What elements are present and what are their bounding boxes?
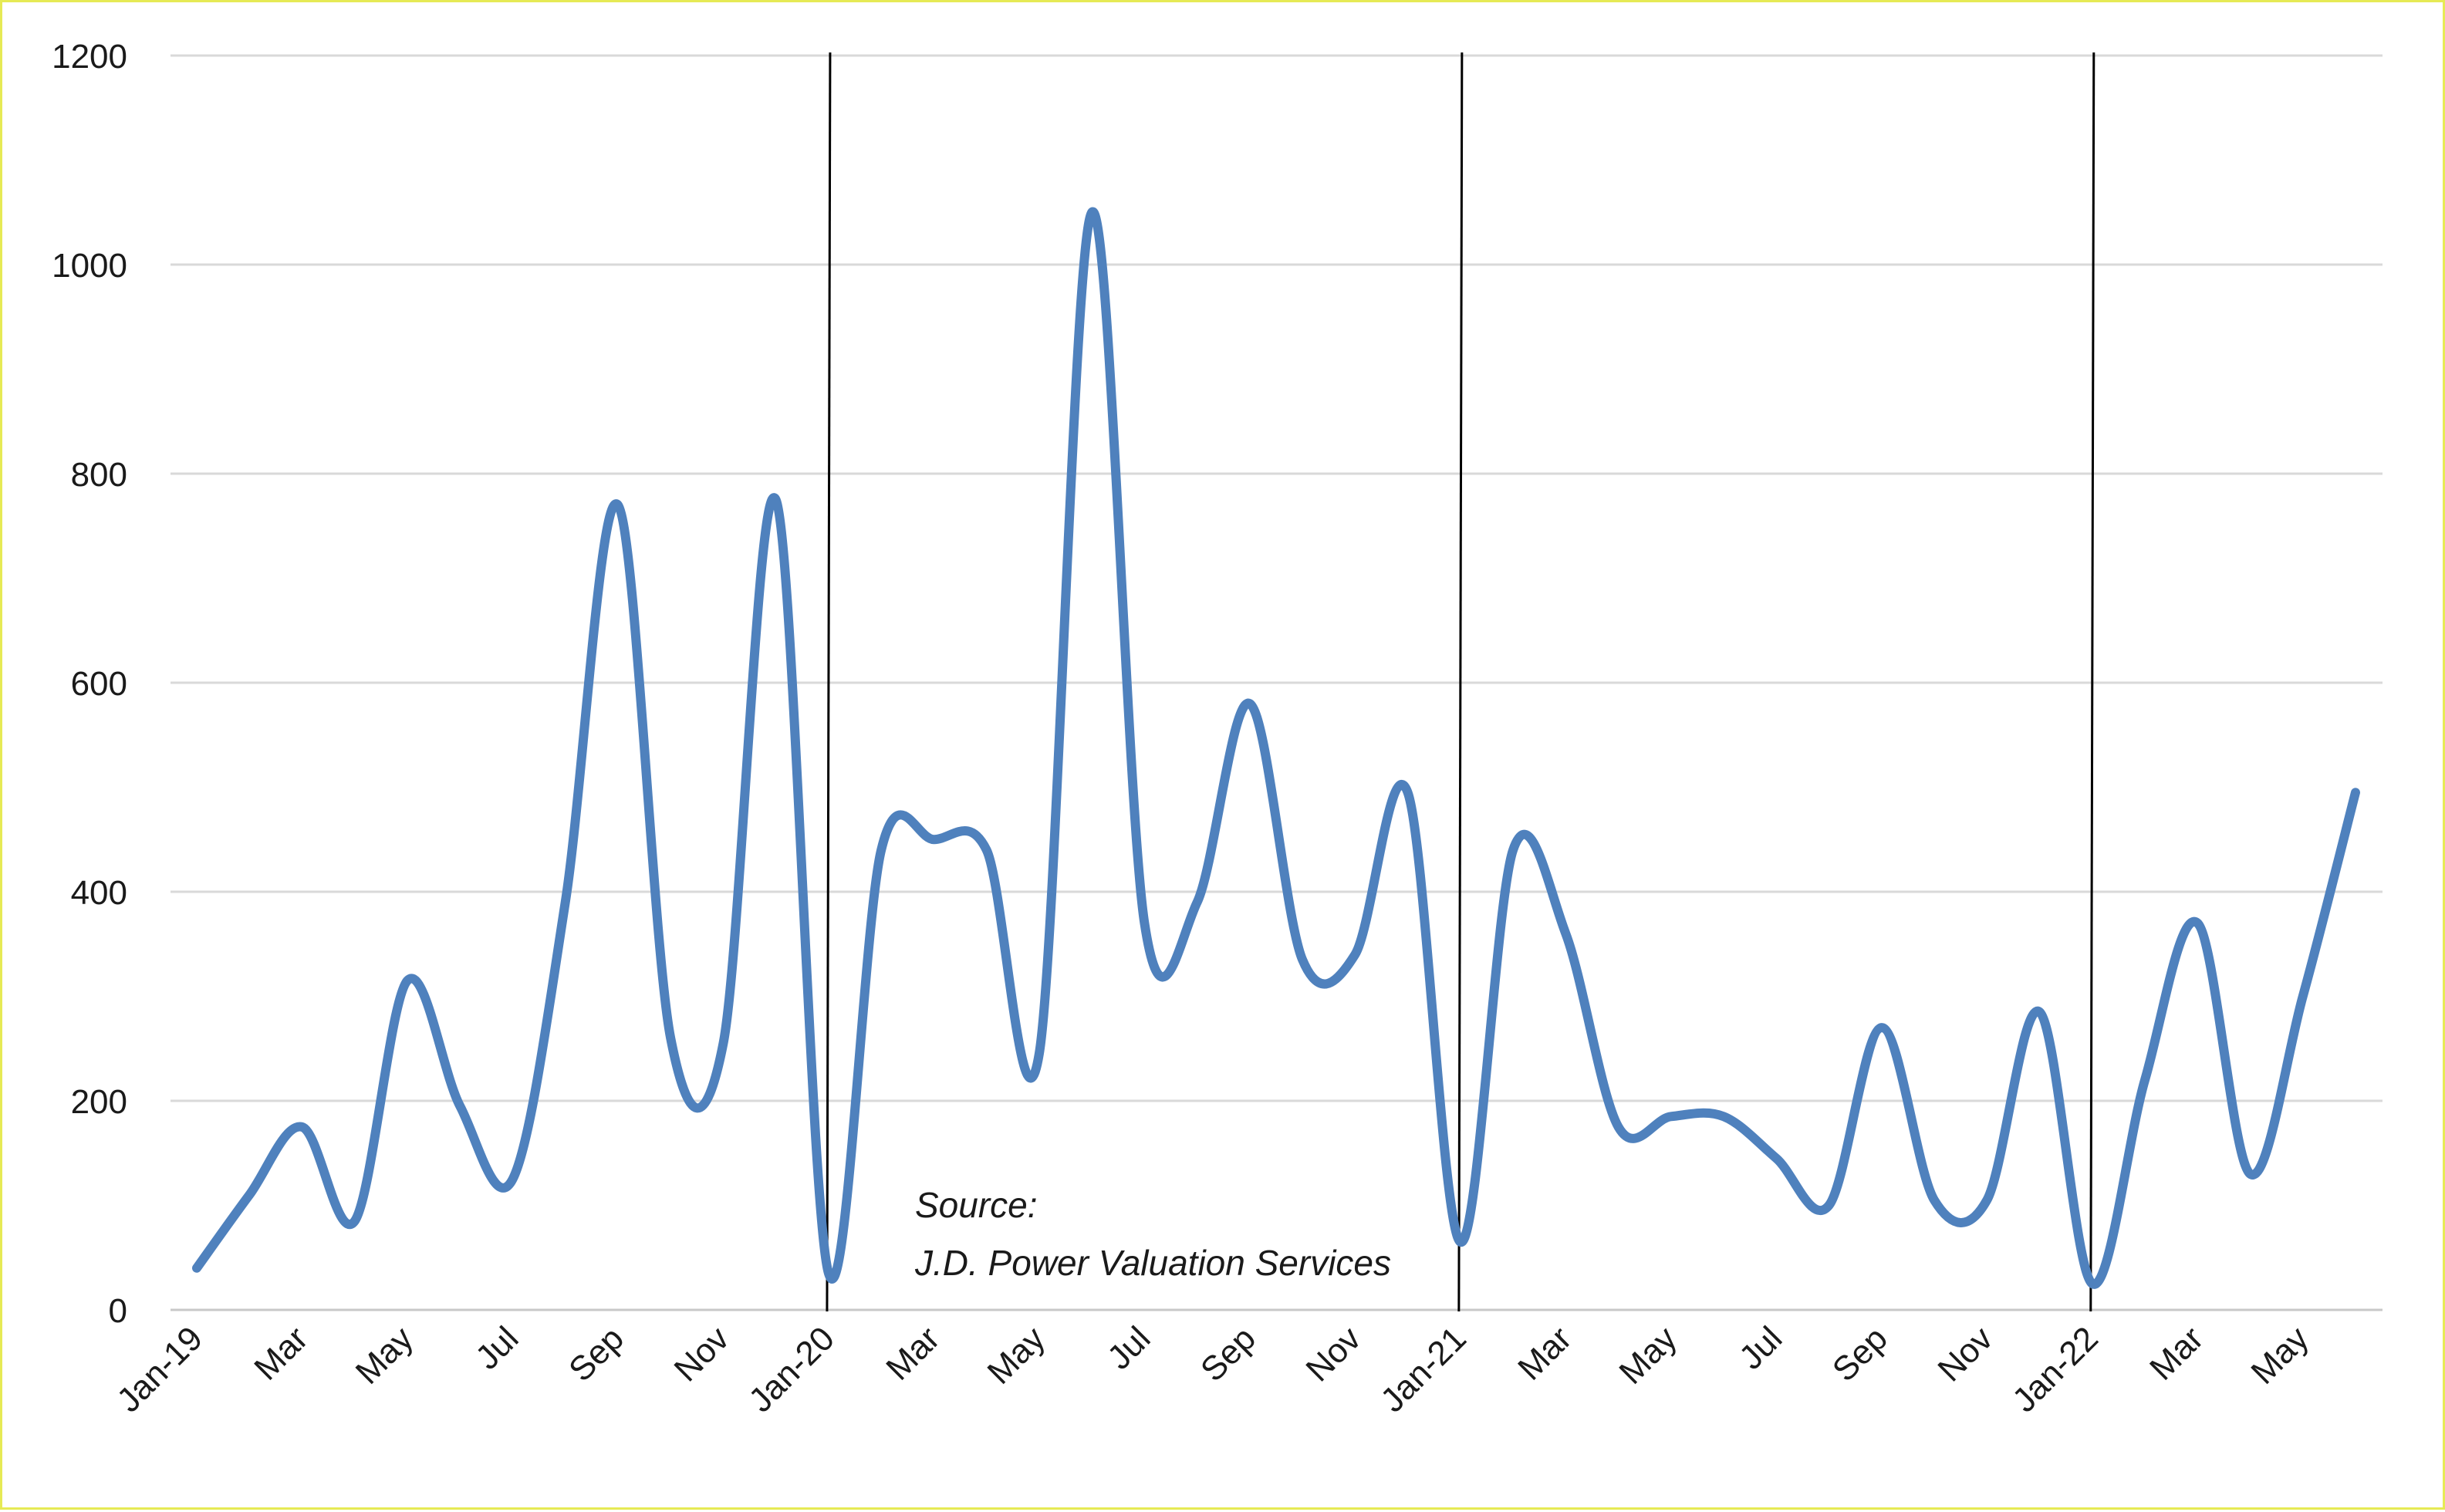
- x-tick-label: May: [349, 1319, 420, 1391]
- x-tick-label: Mar: [1511, 1319, 1579, 1387]
- x-tick-label: Mar: [247, 1319, 315, 1387]
- x-tick-label: Jan-22: [2005, 1319, 2106, 1419]
- divider-line-Jan-21: [1457, 52, 1464, 1312]
- y-tick-label: 400: [71, 874, 127, 912]
- x-tick-label: Sep: [562, 1319, 631, 1389]
- x-tick-label: Nov: [1298, 1319, 1368, 1389]
- x-tick-label: May: [2244, 1319, 2315, 1391]
- source-label: Source:: [915, 1185, 1038, 1225]
- series-group: [192, 207, 2360, 1289]
- y-tick-label: 0: [109, 1292, 127, 1330]
- x-tick-label: Jul: [1100, 1319, 1157, 1376]
- year-divider-lines: [826, 52, 2095, 1312]
- x-tick-label: May: [981, 1319, 1052, 1391]
- x-tick-label: Jan-21: [1373, 1319, 1474, 1419]
- y-axis-ticks: 0 200 400 600 800 1000 1200: [52, 38, 127, 1330]
- x-tick-label: Jul: [1732, 1319, 1789, 1376]
- x-tick-label: Nov: [667, 1319, 737, 1389]
- x-tick-label: Mar: [879, 1319, 947, 1387]
- y-tick-label: 200: [71, 1083, 127, 1121]
- divider-line-Jan-20: [826, 52, 832, 1312]
- source-name: J.D. Power Valuation Services: [914, 1243, 1391, 1283]
- y-tick-label: 800: [71, 456, 127, 494]
- x-tick-label: May: [1612, 1319, 1683, 1391]
- gridlines: [171, 54, 2383, 1311]
- x-tick-label: Nov: [1930, 1319, 2000, 1389]
- y-tick-label: 600: [71, 665, 127, 703]
- x-tick-label: Mar: [2143, 1319, 2210, 1387]
- x-axis-ticks: Jan-19 Mar May Jul Sep Nov Jan-20 Mar May Jul Sep N…: [110, 1319, 2316, 1419]
- divider-line-Jan-22: [2089, 52, 2095, 1312]
- x-tick-label: Sep: [1194, 1319, 1263, 1389]
- x-tick-label: Jan-20: [741, 1319, 842, 1419]
- y-tick-label: 1000: [52, 247, 127, 285]
- x-tick-label: Jan-19: [110, 1319, 210, 1419]
- y-tick-label: 1200: [52, 38, 127, 76]
- x-tick-label: Jul: [468, 1319, 525, 1376]
- x-tick-label: Sep: [1825, 1319, 1895, 1389]
- series-line-0: [192, 207, 2360, 1289]
